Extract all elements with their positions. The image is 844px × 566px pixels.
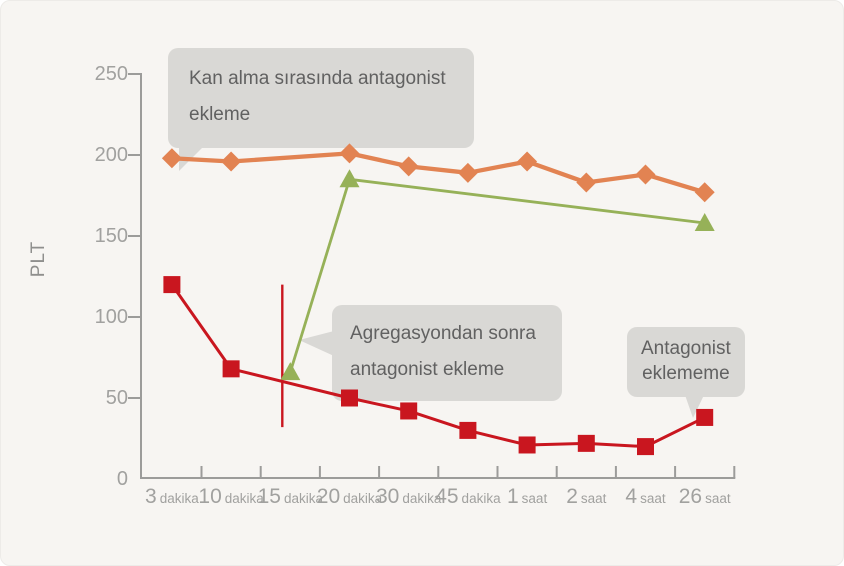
data-point-triangle (280, 362, 301, 381)
data-point-diamond (635, 164, 656, 185)
x-tick-label: 1 saat (507, 485, 547, 509)
data-point-diamond (457, 162, 478, 183)
x-tick-number: 3 (145, 485, 157, 508)
x-tick-number: 10 (198, 485, 222, 508)
x-tick-number: 30 (375, 485, 400, 508)
data-point-diamond (161, 148, 182, 169)
y-tick-label: 50 (105, 387, 128, 409)
x-tick-unit: saat (521, 491, 548, 506)
x-tick-number: 1 (506, 485, 519, 508)
x-tick-number: 2 (566, 485, 578, 508)
data-point-square (637, 438, 654, 456)
y-tick-label: 250 (94, 63, 128, 85)
data-point-diamond (339, 143, 360, 164)
x-tick-unit: saat (580, 491, 607, 506)
callout-tail-pointer (299, 331, 334, 356)
x-tick-number: 45 (435, 485, 459, 508)
data-point-square (459, 421, 477, 439)
x-tick-label: 15 dakika (258, 485, 323, 509)
y-tick-label: 150 (94, 225, 128, 247)
y-tick-label: 200 (94, 144, 128, 166)
callout-antagonist-eklememe: Antagonist eklememe (627, 327, 745, 418)
x-tick-number: 4 (625, 485, 638, 508)
x-tick-unit: dakika (283, 491, 323, 506)
callout-agregasyondan-sonra: Agregasyondan sonra antagonist ekleme (299, 305, 562, 401)
x-tick-label: 45 dakika (435, 485, 500, 509)
callout-text-line: antagonist ekleme (350, 359, 505, 380)
data-point-square (518, 436, 536, 454)
data-point-triangle (339, 169, 360, 188)
callout-text-line: Agregasyondan sonra (350, 323, 536, 344)
x-tick-unit: dakika (159, 491, 199, 506)
data-point-diamond (517, 151, 538, 172)
data-point-diamond (576, 172, 597, 193)
x-tick-unit: dakika (343, 491, 383, 506)
x-tick-number: 20 (316, 485, 341, 508)
series-line-0 (169, 151, 707, 195)
x-tick-label: 26 saat (679, 485, 731, 509)
data-point-square (577, 434, 595, 452)
x-tick-unit: dakika (402, 491, 442, 506)
y-tick-label: 100 (94, 306, 128, 328)
callout-text-line: ekleme (189, 104, 251, 125)
y-tick-label: 0 (116, 468, 128, 490)
data-point-square (163, 276, 181, 294)
x-tick-label: 4 saat (625, 485, 665, 509)
x-tick-unit: dakika (461, 491, 501, 506)
x-tick-label: 3 dakika (145, 485, 199, 509)
series-line-1 (288, 177, 707, 374)
x-tick-label: 20 dakika (317, 485, 382, 509)
callout-kan-alma-sirasinda: Kan alma sırasında antagonist ekleme (168, 48, 474, 171)
series-line-2 (170, 283, 707, 449)
callout-text-line: eklememe (642, 363, 730, 384)
callout-text-line: Kan alma sırasında antagonist (189, 68, 446, 89)
callout-text-line: Antagonist (641, 338, 731, 359)
data-point-diamond (221, 151, 242, 172)
data-point-square (400, 402, 418, 420)
x-tick-label: 2 saat (566, 485, 606, 509)
x-tick-unit: saat (705, 491, 731, 506)
data-point-triangle (694, 213, 715, 232)
x-tick-label: 30 dakika (376, 485, 441, 509)
data-point-square (222, 360, 240, 378)
x-tick-label: 10 dakika (198, 485, 263, 509)
data-point-diamond (398, 156, 419, 177)
x-tick-number: 26 (678, 485, 703, 508)
x-tick-unit: dakika (224, 491, 264, 506)
data-point-square (696, 408, 714, 426)
data-point-diamond (694, 182, 715, 203)
x-tick-unit: saat (640, 491, 666, 506)
x-tick-number: 15 (257, 485, 281, 508)
data-point-square (341, 389, 358, 407)
